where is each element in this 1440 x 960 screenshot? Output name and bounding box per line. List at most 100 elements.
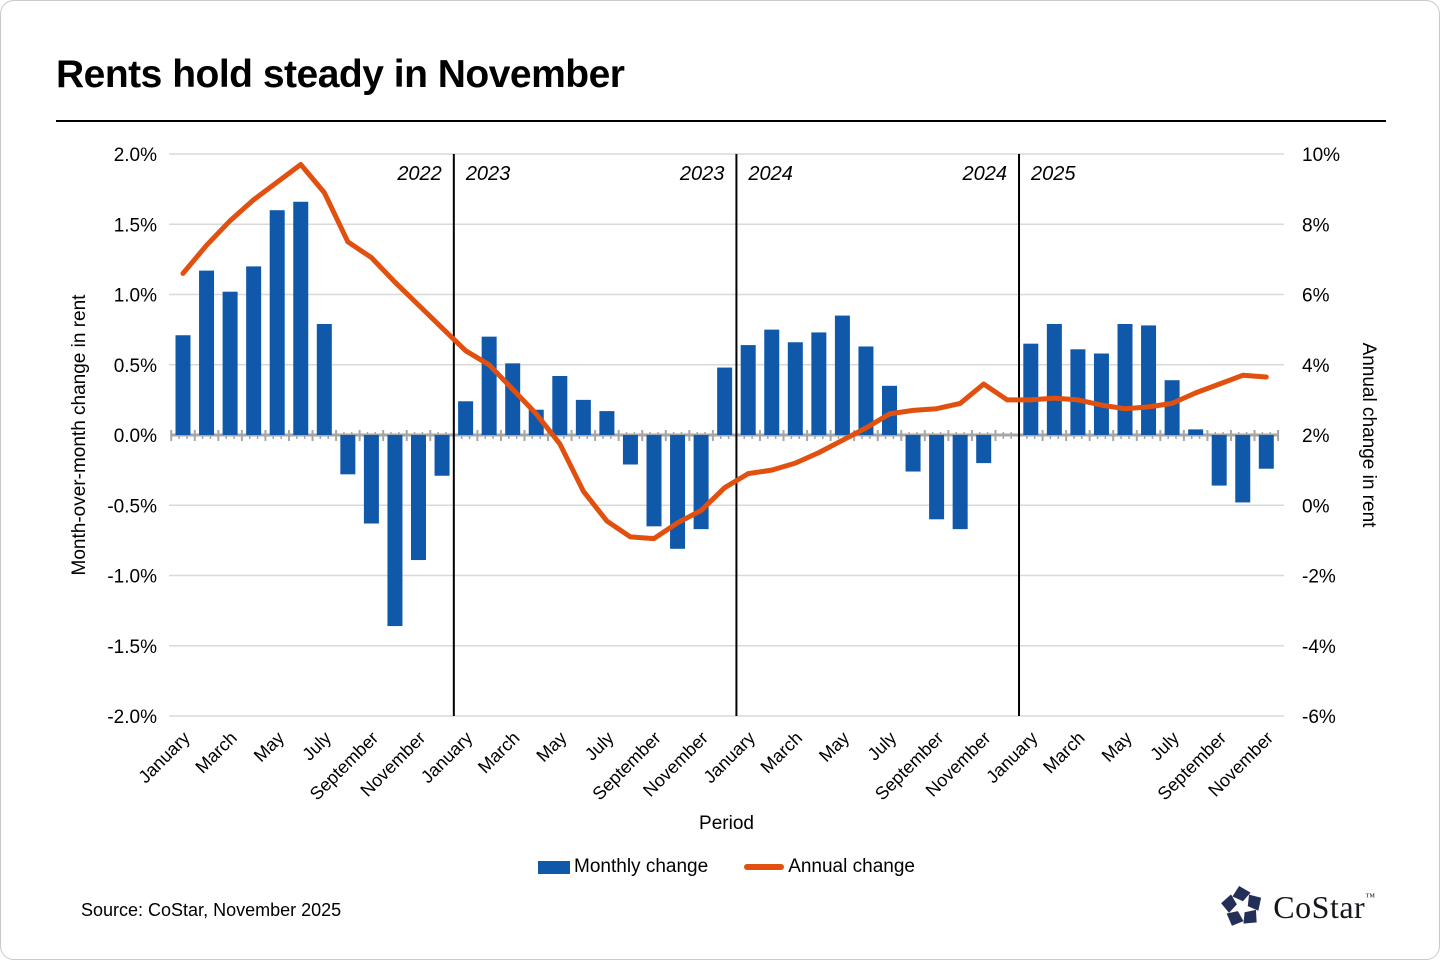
bar-2025-March [1070, 349, 1086, 435]
costar-logo: CoStar™ [1220, 885, 1375, 929]
pinwheel-blade [1232, 885, 1251, 902]
x-tick-label: March [757, 728, 807, 778]
right-axis-tick-label: -2% [1302, 567, 1336, 588]
bar-2024-March [787, 342, 803, 435]
bar-2023-October [670, 435, 686, 549]
costar-logo-word: CoStar [1273, 888, 1366, 925]
bar-2023-February [481, 336, 497, 435]
legend-item-annual: Annual change [744, 856, 915, 878]
x-tick-label: January [982, 728, 1041, 787]
x-tick-label: March [1039, 728, 1089, 778]
x-axis-title: Period [699, 813, 754, 834]
bar-2025-August [1188, 429, 1204, 435]
left-axis-tick-label: 1.0% [114, 286, 157, 307]
bar-2023-May [552, 375, 568, 435]
left-axis-tick-label: 1.5% [114, 215, 157, 236]
bar-2023-January [458, 401, 474, 435]
bar-2022-December [434, 435, 450, 476]
trademark-symbol: ™ [1365, 891, 1375, 903]
year-label-right: 2025 [1030, 163, 1076, 185]
costar-logo-text: CoStar™ [1273, 889, 1375, 926]
left-axis-tick-label: -1.0% [107, 567, 157, 588]
bar-2025-April [1093, 353, 1109, 435]
bar-2022-June [293, 201, 309, 435]
bar-2022-February [199, 270, 215, 435]
bar-2022-January [175, 335, 191, 435]
x-tick-label: May [250, 728, 288, 766]
x-tick-label: March [191, 728, 241, 778]
annual-change-line [180, 162, 1269, 542]
bar-2023-August [622, 435, 638, 465]
bar-2024-January [740, 345, 756, 435]
legend-annual-label: Annual change [788, 856, 915, 877]
left-axis-title: Month-over-month change in rent [69, 294, 90, 576]
left-axis-tick-label: -0.5% [107, 496, 157, 517]
x-tick-label: January [700, 728, 759, 787]
bar-2022-April [246, 266, 262, 435]
bar-2022-March [222, 291, 238, 435]
bar-2025-February [1046, 324, 1062, 435]
pinwheel-blade [1243, 909, 1257, 924]
chart-legend: Monthly change Annual change [169, 856, 1284, 878]
bar-2025-January [1023, 343, 1039, 435]
right-axis-tick-label: 6% [1302, 286, 1330, 307]
right-axis-tick-label: -4% [1302, 637, 1336, 658]
bar-2025-July [1164, 380, 1180, 435]
bar-2024-November [976, 435, 992, 464]
year-label-left: 2022 [396, 163, 442, 185]
bar-2024-June [858, 346, 874, 435]
bar-2023-July [599, 411, 615, 435]
right-axis-tick-label: -6% [1302, 707, 1336, 728]
left-axis-tick-label: -1.5% [107, 637, 157, 658]
year-label-left: 2023 [679, 163, 725, 185]
right-axis-tick-label: 0% [1302, 496, 1330, 517]
bar-2023-March [505, 363, 521, 435]
left-axis-tick-label: 2.0% [114, 145, 157, 166]
legend-monthly-swatch [538, 860, 571, 874]
bar-2024-April [811, 332, 827, 435]
bar-2022-September [363, 435, 379, 524]
x-tick-label: January [417, 728, 476, 787]
bar-2024-February [764, 329, 780, 435]
year-dividers: 2022 2023 2023 2024 2024 2025 [396, 154, 1076, 716]
pinwheel-blade [1248, 894, 1262, 911]
year-label-right: 2024 [747, 163, 793, 185]
right-axis-title: Annual change in rent [1358, 343, 1379, 529]
title-divider [56, 120, 1386, 122]
x-tick-label: May [532, 728, 570, 766]
bar-2025-May [1117, 324, 1133, 435]
pinwheel-blade [1226, 911, 1244, 926]
left-axis-tick-label: -2.0% [107, 707, 157, 728]
monthly-change-bars [175, 201, 1274, 627]
bar-2024-July [882, 385, 897, 435]
pinwheel-blade [1221, 894, 1238, 913]
x-tick-label: July [581, 728, 618, 765]
x-tick-label: March [474, 728, 524, 778]
bar-2022-July [316, 324, 332, 435]
gridlines [169, 153, 1284, 717]
bar-2022-October [387, 435, 403, 627]
bar-2025-September [1211, 435, 1227, 486]
bar-2025-October [1235, 435, 1251, 503]
legend-annual-swatch [744, 864, 785, 870]
bar-2024-August [905, 435, 921, 472]
bar-2023-September [646, 435, 662, 527]
right-axis-tick-label: 4% [1302, 356, 1330, 377]
year-label-left: 2024 [962, 163, 1008, 185]
x-tick-label: July [1146, 728, 1183, 765]
year-label-right: 2023 [465, 163, 511, 185]
x-tick-label: January [134, 728, 193, 787]
legend-item-monthly: Monthly change [538, 856, 708, 878]
left-axis-tick-label: 0.0% [114, 426, 157, 447]
page-title: Rents hold steady in November [56, 53, 625, 96]
costar-logo-icon [1221, 885, 1262, 926]
right-axis-tick-label: 8% [1302, 215, 1330, 236]
bar-2024-May [834, 315, 850, 435]
bar-2023-June [575, 399, 591, 435]
x-tick-label: July [864, 728, 901, 765]
bar-2022-May [269, 210, 285, 435]
bar-2025-June [1141, 325, 1157, 435]
bar-2023-December [717, 367, 733, 435]
